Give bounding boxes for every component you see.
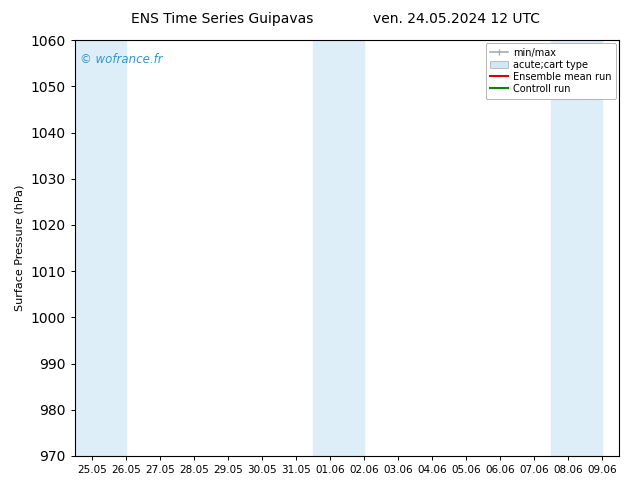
Bar: [313, 40, 364, 456]
Text: ven. 24.05.2024 12 UTC: ven. 24.05.2024 12 UTC: [373, 12, 540, 26]
Legend: min/max, acute;cart type, Ensemble mean run, Controll run: min/max, acute;cart type, Ensemble mean …: [486, 43, 616, 98]
Bar: [551, 40, 602, 456]
Text: ENS Time Series Guipavas: ENS Time Series Guipavas: [131, 12, 313, 26]
Y-axis label: Surface Pressure (hPa): Surface Pressure (hPa): [15, 185, 25, 311]
Bar: [75, 40, 126, 456]
Text: © wofrance.fr: © wofrance.fr: [81, 52, 163, 66]
